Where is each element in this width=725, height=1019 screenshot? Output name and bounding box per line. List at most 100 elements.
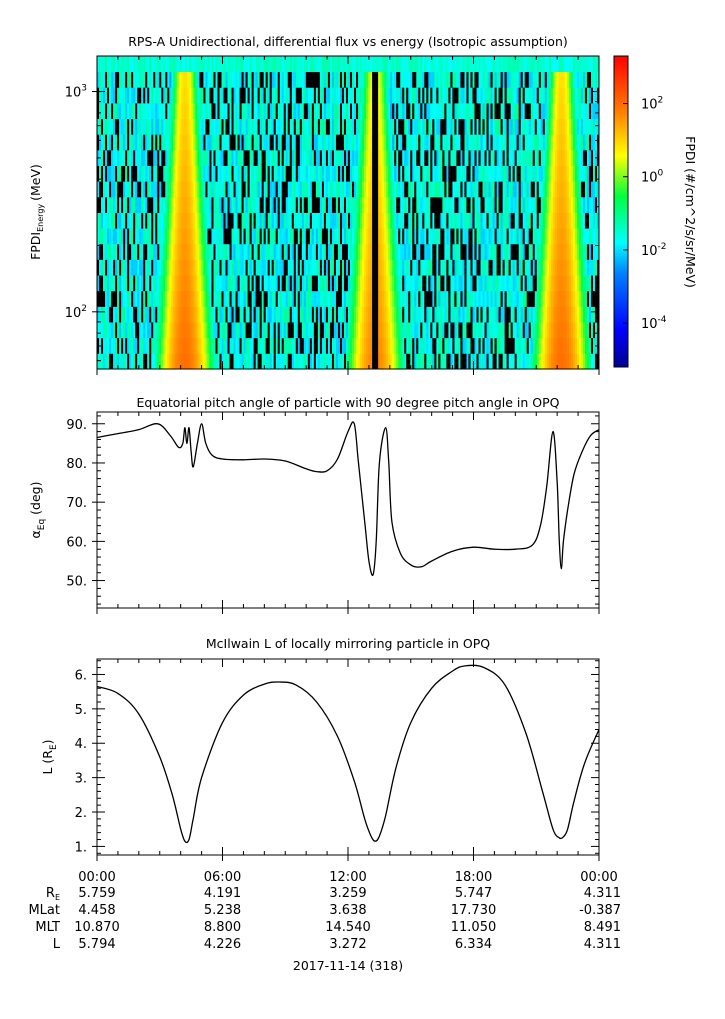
heat-cell <box>203 196 206 213</box>
heat-cell <box>348 259 351 276</box>
heat-cell <box>356 259 359 276</box>
heat-cell <box>207 181 210 198</box>
heat-cell <box>339 243 343 260</box>
heat-cell <box>364 181 367 198</box>
heat-cell <box>446 87 449 104</box>
heat-cell <box>350 228 353 245</box>
heat-cell <box>131 118 134 135</box>
heat-cell <box>189 118 192 135</box>
heat-cell <box>265 165 269 182</box>
heat-cell <box>462 149 465 166</box>
heat-cell <box>305 196 309 213</box>
heat-cell <box>295 212 299 229</box>
heat-cell <box>490 56 493 73</box>
heat-cell <box>309 134 313 151</box>
heat-cell <box>341 353 345 369</box>
heat-cell <box>460 306 463 323</box>
heat-cell <box>514 87 518 104</box>
heat-cell <box>454 353 457 369</box>
heat-cell <box>348 243 351 260</box>
heat-cell <box>189 275 192 292</box>
heat-cell <box>590 275 594 292</box>
heat-cell <box>380 306 383 323</box>
heat-cell <box>313 353 317 369</box>
heat-cell <box>586 243 590 260</box>
heat-cell <box>456 181 459 198</box>
heat-cell <box>522 134 526 151</box>
heat-cell <box>113 259 116 276</box>
heat-cell <box>378 212 381 229</box>
heat-cell <box>504 71 508 88</box>
heat-cell <box>388 196 391 213</box>
heat-cell <box>299 322 303 339</box>
heat-cell <box>215 71 218 88</box>
heat-cell <box>177 56 180 73</box>
heat-cell <box>590 165 594 182</box>
heat-cell <box>576 228 580 245</box>
heat-cell <box>578 118 582 135</box>
heat-cell <box>352 306 355 323</box>
heat-cell <box>460 71 463 88</box>
heat-cell <box>159 181 162 198</box>
heat-cell <box>289 196 293 213</box>
heat-cell <box>331 165 335 182</box>
heat-cell <box>271 228 275 245</box>
heat-cell <box>496 87 499 104</box>
heat-cell <box>442 353 445 369</box>
heat-cell <box>458 196 461 213</box>
heat-cell <box>229 71 232 88</box>
heat-cell <box>287 118 291 135</box>
heat-cell <box>358 102 361 119</box>
heat-cell <box>412 56 415 73</box>
heat-cell <box>321 322 325 339</box>
heat-cell <box>444 196 447 213</box>
heat-cell <box>159 275 162 292</box>
heat-cell <box>121 322 124 339</box>
heat-cell <box>466 134 469 151</box>
heat-cell <box>165 243 168 260</box>
heat-cell <box>412 102 415 119</box>
heat-cell <box>410 228 413 245</box>
heat-cell <box>560 353 564 369</box>
heat-cell <box>259 306 263 323</box>
heat-cell <box>568 87 572 104</box>
heat-cell <box>255 118 259 135</box>
heat-cell <box>496 71 499 88</box>
heat-cell <box>458 87 461 104</box>
heat-cell <box>584 212 588 229</box>
heat-cell <box>528 337 532 354</box>
heat-cell <box>406 322 409 339</box>
heat-cell <box>217 118 220 135</box>
heat-cell <box>454 87 457 104</box>
heat-cell <box>241 337 244 354</box>
heat-cell <box>267 196 271 213</box>
heat-cell <box>301 243 305 260</box>
heat-cell <box>109 56 112 73</box>
heat-cell <box>412 212 415 229</box>
heat-cell <box>518 71 522 88</box>
heat-cell <box>317 134 321 151</box>
heat-cell <box>203 275 206 292</box>
heat-cell <box>528 322 532 339</box>
heat-cell <box>97 306 100 323</box>
heat-cell <box>275 165 279 182</box>
heat-cell <box>424 181 427 198</box>
heat-cell <box>530 228 534 245</box>
heat-cell <box>356 118 359 135</box>
heat-cell <box>402 259 405 276</box>
heat-cell <box>259 228 263 245</box>
heat-cell <box>418 228 421 245</box>
heat-cell <box>223 181 226 198</box>
heat-cell <box>145 102 148 119</box>
heat-cell <box>566 290 570 307</box>
heat-cell <box>101 228 104 245</box>
heat-cell <box>436 337 439 354</box>
heat-cell <box>578 322 582 339</box>
heat-cell <box>504 212 508 229</box>
heat-cell <box>482 275 485 292</box>
heat-cell <box>390 134 393 151</box>
heat-cell <box>293 165 297 182</box>
heat-cell <box>496 259 499 276</box>
heat-cell <box>245 87 248 104</box>
heat-cell <box>217 196 220 213</box>
